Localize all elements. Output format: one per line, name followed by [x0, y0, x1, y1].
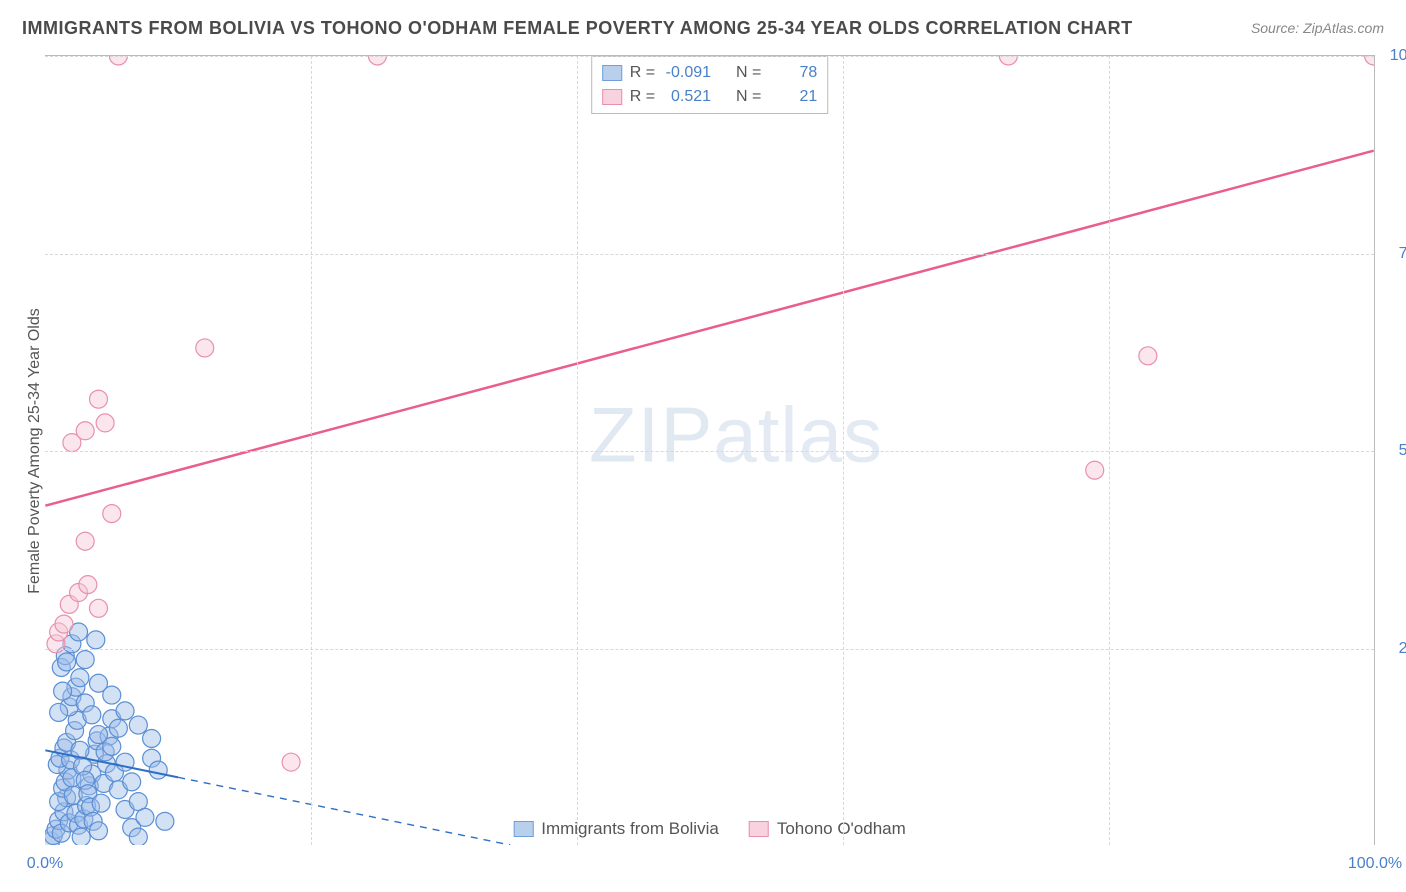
trend-line-solid — [45, 151, 1373, 506]
swatch-series-0 — [602, 65, 622, 81]
n-value-1: 21 — [769, 85, 817, 109]
data-point — [71, 669, 89, 687]
trend-line-dashed — [178, 777, 510, 845]
gridline-h — [45, 649, 1374, 650]
y-tick-label: 50.0% — [1384, 442, 1406, 460]
legend-label-0: Immigrants from Bolivia — [541, 819, 719, 839]
bottom-legend: Immigrants from Bolivia Tohono O'odham — [505, 819, 914, 839]
data-point — [116, 702, 134, 720]
data-point — [54, 682, 72, 700]
y-tick-label: 75.0% — [1384, 245, 1406, 263]
data-point — [58, 653, 76, 671]
chart-title: IMMIGRANTS FROM BOLIVIA VS TOHONO O'ODHA… — [22, 18, 1133, 39]
legend-swatch-1 — [749, 821, 769, 837]
swatch-series-1 — [602, 89, 622, 105]
stats-row-series-0: R = -0.091 N = 78 — [602, 61, 818, 85]
data-point — [282, 753, 300, 771]
data-point — [136, 808, 154, 826]
chart-area: Female Poverty Among 25-34 Year Olds ZIP… — [45, 55, 1375, 845]
data-point — [999, 56, 1017, 65]
data-point — [1086, 461, 1104, 479]
r-value-0: -0.091 — [663, 61, 711, 85]
data-point — [103, 737, 121, 755]
legend-item-0: Immigrants from Bolivia — [513, 819, 719, 839]
data-point — [89, 390, 107, 408]
data-point — [156, 812, 174, 830]
data-point — [103, 686, 121, 704]
r-value-1: 0.521 — [663, 85, 711, 109]
data-point — [109, 719, 127, 737]
data-point — [55, 615, 73, 633]
y-axis-label: Female Poverty Among 25-34 Year Olds — [26, 308, 44, 594]
gridline-v — [1109, 56, 1110, 845]
gridline-v — [311, 56, 312, 845]
data-point — [129, 828, 147, 845]
data-point — [89, 822, 107, 840]
data-point — [1365, 56, 1374, 65]
data-point — [92, 794, 110, 812]
gridline-h — [45, 56, 1374, 57]
legend-label-1: Tohono O'odham — [777, 819, 906, 839]
data-point — [109, 56, 127, 65]
data-point — [87, 631, 105, 649]
data-point — [83, 706, 101, 724]
stats-row-series-1: R = 0.521 N = 21 — [602, 85, 818, 109]
data-point — [96, 414, 114, 432]
gridline-h — [45, 254, 1374, 255]
x-tick-label: 100.0% — [1348, 855, 1402, 873]
data-point — [368, 56, 386, 65]
data-point — [123, 773, 141, 791]
y-tick-label: 25.0% — [1384, 640, 1406, 658]
data-point — [103, 505, 121, 523]
x-tick-label: 0.0% — [27, 855, 63, 873]
data-point — [196, 339, 214, 357]
n-value-0: 78 — [769, 61, 817, 85]
data-point — [143, 729, 161, 747]
data-point — [149, 761, 167, 779]
stats-legend: R = -0.091 N = 78 R = 0.521 N = 21 — [591, 56, 829, 114]
data-point — [50, 703, 68, 721]
data-point — [76, 532, 94, 550]
data-point — [72, 828, 90, 845]
y-tick-label: 100.0% — [1384, 47, 1406, 65]
gridline-v — [577, 56, 578, 845]
gridline-v — [843, 56, 844, 845]
data-point — [79, 576, 97, 594]
source-attribution: Source: ZipAtlas.com — [1251, 20, 1384, 36]
gridline-h — [45, 451, 1374, 452]
data-point — [76, 422, 94, 440]
data-point — [76, 651, 94, 669]
data-point — [89, 599, 107, 617]
data-point — [1139, 347, 1157, 365]
data-point — [129, 716, 147, 734]
legend-swatch-0 — [513, 821, 533, 837]
legend-item-1: Tohono O'odham — [749, 819, 906, 839]
